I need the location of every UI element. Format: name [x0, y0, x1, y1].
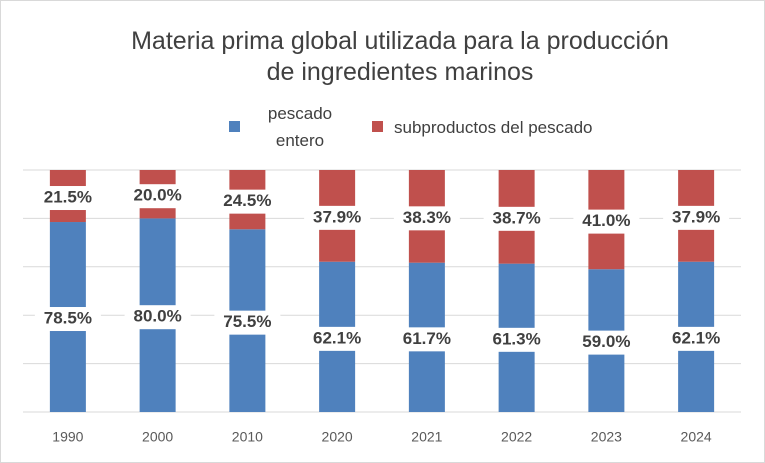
x-tick-label: 2010: [232, 429, 263, 445]
data-label: 61.3%: [493, 329, 541, 348]
x-tick-label: 2024: [681, 429, 712, 445]
data-label: 80.0%: [134, 307, 182, 326]
data-label: 75.5%: [223, 312, 271, 331]
data-label-bg: [214, 310, 281, 335]
data-label-bg: [393, 206, 460, 231]
data-label: 37.9%: [672, 207, 720, 226]
chart-title: Materia prima global utilizada para la p…: [131, 27, 669, 86]
data-label-bg: [304, 205, 371, 230]
data-label-bg: [663, 205, 730, 230]
legend-label: subproductos del pescado: [394, 118, 593, 137]
x-tick-label: 2021: [411, 429, 442, 445]
legend-swatch: [229, 121, 240, 132]
x-tick-label: 2020: [322, 429, 353, 445]
data-label-bg: [573, 330, 640, 355]
x-tick-label: 2022: [501, 429, 532, 445]
data-label: 38.7%: [493, 208, 541, 227]
data-label-bg: [663, 326, 730, 351]
data-label-bg: [483, 206, 550, 231]
data-label-bg: [34, 186, 101, 211]
data-label-bg: [124, 305, 191, 330]
data-label: 41.0%: [582, 211, 630, 230]
data-label: 37.9%: [313, 207, 361, 226]
data-label: 78.5%: [44, 308, 92, 327]
data-label-bg: [124, 184, 191, 209]
data-label-bg: [393, 327, 460, 352]
legend-label: pescado entero: [267, 104, 333, 150]
x-tick-label: 2023: [591, 429, 622, 445]
data-label: 59.0%: [582, 332, 630, 351]
data-label: 61.7%: [403, 329, 451, 348]
x-tick-label: 1990: [52, 429, 83, 445]
data-label: 62.1%: [313, 328, 361, 347]
data-label: 24.5%: [223, 191, 271, 210]
data-label-bg: [34, 307, 101, 332]
data-label: 21.5%: [44, 187, 92, 206]
data-label-bg: [483, 327, 550, 352]
data-label: 62.1%: [672, 328, 720, 347]
data-label-bg: [304, 326, 371, 351]
data-label: 38.3%: [403, 208, 451, 227]
data-label-bg: [573, 209, 640, 234]
legend-swatch: [372, 121, 383, 132]
data-label: 20.0%: [134, 186, 182, 205]
x-tick-label: 2000: [142, 429, 173, 445]
data-label-bg: [214, 189, 281, 214]
